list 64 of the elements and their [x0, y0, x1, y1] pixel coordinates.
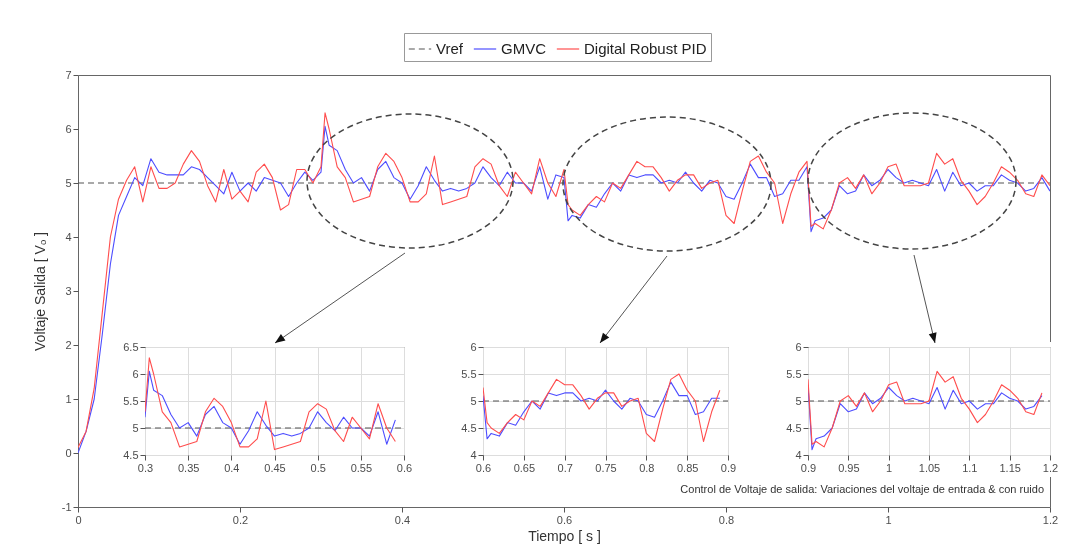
- y-tick-label: -1: [61, 500, 72, 513]
- x-tick-label: 0.5: [310, 461, 326, 474]
- y-tick-label: 5: [132, 421, 139, 434]
- x-tick-label: 1: [885, 513, 892, 526]
- y-tick-label: 6: [470, 340, 477, 353]
- x-tick-label: 0.2: [232, 513, 249, 526]
- x-tick-label: 0.55: [350, 461, 373, 474]
- x-tick-label: 0.45: [264, 461, 286, 474]
- y-tick-label: 6.5: [123, 340, 139, 353]
- y-tick-label: 5: [795, 394, 802, 407]
- y-tick-label: 5.5: [461, 367, 477, 380]
- legend-label: Digital Robust PID: [584, 40, 707, 57]
- y-tick-label: 5.5: [123, 394, 139, 407]
- line-series: [808, 384, 1043, 451]
- x-tick-label: 0.75: [595, 461, 617, 474]
- x-tick-label: 0.85: [676, 461, 699, 474]
- x-tick-label: 0.35: [177, 461, 200, 474]
- annotation: Control de Voltaje de salida: Variaciones del voltaje de entrada & con ruido: [680, 483, 1044, 495]
- x-tick-label: 0.95: [838, 461, 860, 474]
- x-tick-label: 0.6: [556, 513, 573, 526]
- y-tick-label: 6: [65, 122, 72, 135]
- x-tick-label: 1: [886, 461, 893, 474]
- y-tick-label: 1: [65, 392, 72, 405]
- x-tick-label: 0.8: [718, 513, 735, 526]
- x-tick-label: 0.3: [137, 461, 154, 474]
- x-tick-label: 0.7: [557, 461, 573, 474]
- y-tick-label: 0: [65, 446, 72, 459]
- y-tick-label: 5.5: [786, 367, 802, 380]
- y-tick-label: 4.5: [786, 421, 802, 434]
- y-tick-label: 5: [470, 394, 477, 407]
- x-tick-label: 0: [75, 513, 82, 526]
- y-axis-title: Voltaje Salida [ Vₒ ]: [31, 232, 48, 351]
- x-tick-label: 0.65: [513, 461, 536, 474]
- y-tick-label: 2: [65, 338, 72, 351]
- x-tick-label: 0.6: [475, 461, 492, 474]
- y-tick-label: 4: [65, 230, 72, 243]
- y-tick-label: 6: [795, 340, 802, 353]
- x-tick-label: 1.15: [999, 461, 1021, 474]
- x-tick-label: 1.05: [918, 461, 941, 474]
- x-tick-label: 0.8: [639, 461, 655, 474]
- y-tick-label: 4.5: [123, 448, 139, 461]
- y-tick-label: 3: [65, 284, 72, 297]
- x-axis-title: Tiempo [ s ]: [528, 527, 601, 544]
- legend-label: Vref: [436, 40, 464, 57]
- x-tick-label: 0.4: [224, 461, 240, 474]
- y-tick-label: 6: [132, 367, 139, 380]
- line-series: [145, 357, 396, 451]
- x-tick-label: 1.2: [1042, 513, 1059, 526]
- y-tick-label: 4: [470, 448, 477, 461]
- y-tick-label: 7: [65, 68, 72, 81]
- legend-label: GMVC: [501, 40, 547, 57]
- x-tick-label: 1.2: [1042, 461, 1059, 474]
- x-tick-label: 0.6: [396, 461, 413, 474]
- y-tick-label: 4.5: [461, 421, 477, 434]
- y-tick-label: 4: [795, 448, 802, 461]
- y-tick-label: 5: [65, 176, 72, 189]
- x-tick-label: 1.1: [962, 461, 978, 474]
- x-tick-label: 0.9: [800, 461, 817, 474]
- line-series: [808, 370, 1043, 448]
- line-series: [483, 373, 721, 443]
- x-tick-label: 0.4: [394, 513, 411, 526]
- line-series: [145, 370, 396, 445]
- line-series: [483, 381, 721, 440]
- x-tick-label: 0.9: [720, 461, 737, 474]
